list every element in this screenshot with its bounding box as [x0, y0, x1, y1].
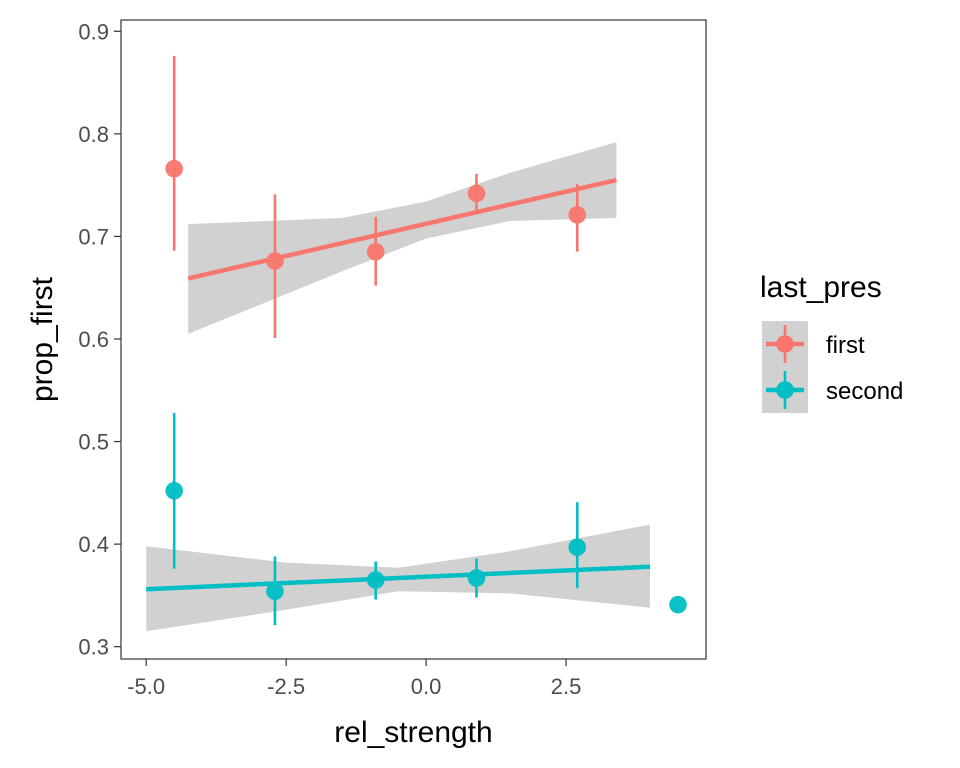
y-tick-label: 0.7: [78, 224, 109, 249]
point-first: [366, 243, 385, 261]
legend-label-first: first: [826, 332, 865, 359]
legend-title: last_pres: [760, 271, 882, 304]
data-points: [165, 159, 687, 614]
y-axis-title: prop_first: [26, 276, 59, 402]
point-second: [669, 595, 687, 614]
x-tick-label: -5.0: [127, 674, 165, 699]
point-first: [467, 184, 486, 203]
fit-lines: [146, 177, 651, 592]
y-tick-label: 0.4: [78, 532, 109, 557]
point-second: [266, 582, 284, 601]
legend-label-second: second: [826, 378, 903, 405]
x-tick-label: 2.5: [551, 674, 582, 699]
fit-line-first: [187, 177, 617, 281]
confidence-band-first: [188, 142, 617, 334]
point-first: [165, 159, 183, 178]
y-tick-label: 0.3: [78, 635, 109, 660]
point-second: [568, 538, 587, 557]
x-axis-title: rel_strength: [334, 716, 492, 749]
fit-line-second: [146, 564, 651, 592]
point-second: [366, 571, 385, 589]
x-tick-label: 0.0: [411, 674, 442, 699]
x-tick-label: -2.5: [267, 674, 305, 699]
y-tick-label: 0.6: [78, 327, 109, 352]
point-second: [165, 481, 183, 500]
x-axis: -5.0 -2.5 0.0 2.5: [127, 659, 581, 699]
legend-keys: first second: [762, 321, 903, 413]
y-axis: 0.3 0.4 0.5 0.6 0.7 0.8 0.9: [78, 19, 121, 660]
legend: last_pres first second: [760, 271, 903, 413]
point-second: [467, 569, 486, 587]
legend-key-point-first: [776, 335, 794, 353]
y-tick-label: 0.8: [78, 122, 109, 147]
y-tick-label: 0.9: [78, 19, 109, 44]
y-tick-label: 0.5: [78, 430, 109, 455]
point-first: [266, 252, 284, 270]
point-first: [568, 206, 587, 224]
legend-key-point-second: [776, 381, 794, 399]
